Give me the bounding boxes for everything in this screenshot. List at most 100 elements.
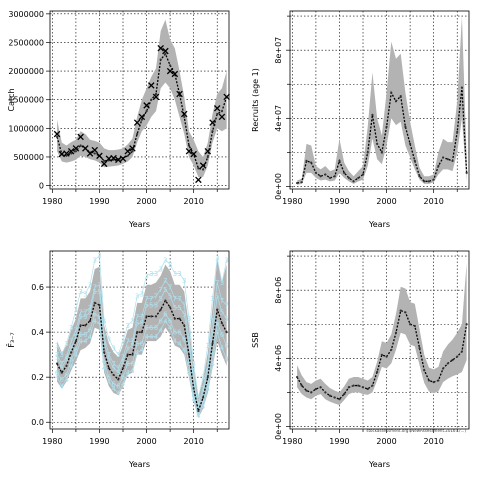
age-specific-marker: 6 [201, 398, 206, 406]
age-specific-marker: 6 [177, 329, 182, 337]
x-axis-title: Years [368, 220, 390, 229]
age-specific-marker: 7 [158, 286, 162, 294]
estimate-point [347, 386, 350, 389]
age-specific-marker: 3 [196, 394, 200, 402]
observed-marker [138, 113, 146, 121]
age-specific-marker: 7 [201, 385, 205, 393]
age-specific-marker: 7 [135, 313, 139, 321]
age-specific-marker: 5 [111, 365, 115, 373]
age-specific-marker: 7 [107, 351, 111, 359]
estimate-point [418, 175, 421, 178]
estimate-point [197, 167, 200, 170]
estimate-point [121, 367, 125, 370]
age-specific-marker: 7 [206, 360, 210, 368]
estimate-point [65, 364, 68, 368]
estimate-point [456, 355, 459, 358]
age-specific-line [56, 279, 227, 405]
estimate-point [84, 324, 87, 327]
age-specific-marker: 5 [187, 342, 191, 350]
age-specific-marker: 3 [83, 290, 87, 298]
age-specific-marker: 6 [144, 324, 149, 332]
age-specific-marker: 6 [154, 324, 159, 332]
age-specific-marker: 4 [173, 338, 178, 346]
estimate-point [305, 389, 308, 392]
estimate-point [150, 315, 153, 318]
estimate-point [390, 348, 393, 351]
age-specific-marker: 3 [158, 266, 162, 274]
estimate-point [380, 151, 383, 154]
age-specific-marker: 7 [163, 277, 167, 285]
age-specific-marker: 6 [173, 329, 178, 337]
estimate-point [126, 154, 129, 157]
estimate-point [60, 371, 63, 374]
age-specific-marker: 3 [116, 351, 120, 359]
estimate-point [310, 161, 313, 164]
x-tick-label: 1980 [42, 437, 62, 446]
observed-marker-stroke [53, 130, 61, 138]
age-specific-marker: 4 [191, 396, 196, 404]
plot-frame [289, 10, 470, 190]
observed-marker [213, 105, 221, 112]
estimate-point [314, 171, 318, 174]
estimate-point [324, 391, 327, 394]
plot-frame [289, 250, 470, 430]
age-specific-marker: 4 [83, 338, 88, 346]
observed-marker-stroke [218, 113, 226, 121]
estimate-point [70, 351, 73, 354]
observed-marker-stroke [58, 150, 66, 158]
estimate-point [187, 144, 191, 147]
estimate-point [338, 159, 341, 162]
age-specific-marker: 7 [97, 281, 101, 289]
age-specific-marker: 5 [55, 353, 59, 361]
x-tick-label: 1990 [329, 197, 349, 206]
estimate-point [169, 64, 172, 67]
age-specific-marker: 7 [78, 308, 82, 316]
age-specific-marker: 6 [158, 317, 163, 325]
observed-marker [166, 67, 174, 75]
estimate-point [456, 130, 459, 134]
estimate-point [409, 142, 412, 145]
observed-marker [176, 90, 183, 98]
age-specific-marker: 6 [93, 311, 98, 319]
y-tick-label: 2500000 [8, 38, 44, 47]
age-specific-marker: 6 [196, 410, 201, 418]
observed-marker [204, 147, 212, 155]
age-specific-marker: 4 [154, 333, 159, 341]
age-specific-marker: 3 [93, 257, 97, 265]
estimate-point [98, 303, 101, 307]
estimate-point [328, 394, 332, 397]
estimate-point [107, 367, 110, 370]
age-specific-marker: 7 [116, 365, 120, 373]
observed-marker [100, 160, 108, 168]
age-specific-marker: 4 [177, 340, 182, 348]
estimate-point [178, 317, 181, 320]
y-tick-label: 8e+06 [274, 277, 283, 304]
y-axis-title: F̄₃₋₇ [6, 332, 16, 347]
estimate-point [423, 180, 426, 183]
estimate-point [328, 176, 332, 180]
y-tick-label: 1000000 [8, 124, 44, 133]
estimate-point [201, 396, 205, 399]
estimate-point [343, 392, 346, 396]
age-specific-marker: 6 [191, 392, 196, 400]
age-specific-marker: 6 [224, 342, 229, 350]
observed-marker [185, 147, 193, 155]
estimate-point [206, 155, 209, 159]
estimate-point [394, 100, 398, 103]
age-specific-marker: 6 [215, 320, 220, 328]
confidence-band [57, 260, 227, 418]
age-specific-marker: 5 [93, 288, 97, 296]
observed-marker [190, 150, 197, 158]
age-specific-marker: 5 [215, 293, 219, 301]
age-specific-marker: 5 [191, 378, 195, 386]
estimate-point [404, 311, 407, 314]
age-specific-marker: 4 [55, 374, 60, 382]
estimate-point [376, 370, 379, 374]
y-tick-label: 1500000 [8, 96, 44, 105]
estimate-point [159, 308, 162, 311]
estimate-point [371, 113, 374, 117]
age-specific-marker: 7 [220, 297, 224, 305]
observed-marker [162, 47, 169, 55]
age-specific-marker: 4 [102, 365, 107, 373]
age-specific-marker: 4 [111, 385, 116, 393]
